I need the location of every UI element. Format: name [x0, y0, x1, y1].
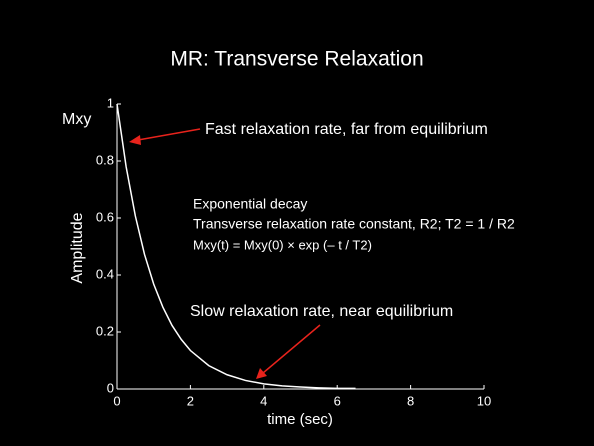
- curve: [116, 103, 356, 390]
- annotation: Fast relaxation rate, far from equilibri…: [205, 121, 488, 138]
- y-tick-label: 0.2: [96, 323, 114, 338]
- y-axis-label: Amplitude: [69, 212, 86, 283]
- arrow: [137, 128, 201, 141]
- x-axis-label: time (sec): [267, 411, 333, 428]
- annotation: Exponential decay: [193, 196, 307, 212]
- y-tick-label: 0.6: [96, 209, 114, 224]
- slide-title: MR: Transverse Relaxation: [170, 48, 423, 71]
- arrow: [262, 324, 321, 374]
- annotation: Mxy(t) = Mxy(0) × exp (– t / T2): [193, 237, 372, 252]
- y-name: Mxy: [62, 111, 91, 128]
- annotation: Slow relaxation rate, near equilibrium: [190, 303, 453, 320]
- x-tick-label: 4: [260, 393, 267, 408]
- y-tick-label: 0: [107, 380, 114, 395]
- annotation: Transverse relaxation rate constant, R2;…: [193, 216, 515, 232]
- arrowhead: [256, 368, 267, 379]
- x-tick-label: 6: [334, 393, 341, 408]
- x-tick-label: 8: [407, 393, 414, 408]
- x-tick-label: 2: [187, 393, 194, 408]
- x-tick-label: 0: [113, 393, 120, 408]
- y-tick-label: 0.8: [96, 152, 114, 167]
- y-tick-label: 1: [107, 95, 114, 110]
- arrowhead: [129, 135, 141, 145]
- x-tick-label: 10: [477, 393, 491, 408]
- y-tick-label: 0.4: [96, 266, 114, 281]
